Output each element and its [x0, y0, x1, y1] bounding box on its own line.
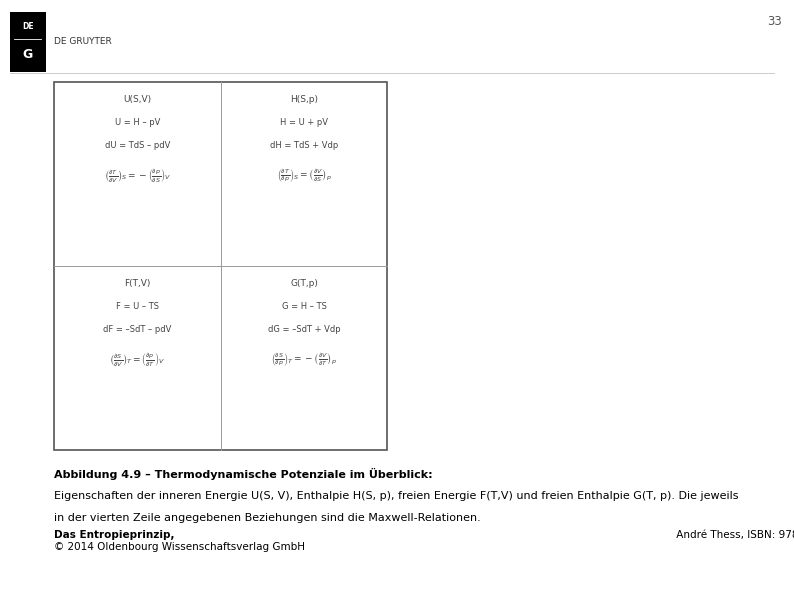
Text: $\left(\frac{\partial T}{\partial V}\right)_S = -\left(\frac{\partial p}{\partia: $\left(\frac{\partial T}{\partial V}\rig… — [104, 168, 171, 185]
Text: Abbildung 4.9 – Thermodynamische Potenziale im Überblick:: Abbildung 4.9 – Thermodynamische Potenzi… — [54, 468, 433, 480]
Text: G = H – TS: G = H – TS — [282, 302, 326, 311]
Text: $\left(\frac{\partial S}{\partial V}\right)_T = \left(\frac{\partial p}{\partial: $\left(\frac{\partial S}{\partial V}\rig… — [110, 352, 165, 370]
Text: $\left(\frac{\partial S}{\partial p}\right)_T = -\left(\frac{\partial V}{\partia: $\left(\frac{\partial S}{\partial p}\rig… — [271, 352, 337, 369]
Bar — [54, 82, 387, 450]
Text: Eigenschaften der inneren Energie U(S, V), Enthalpie H(S, p), freien Energie F(T: Eigenschaften der inneren Energie U(S, V… — [54, 491, 738, 501]
Text: in der vierten Zeile angegebenen Beziehungen sind die Maxwell-Relationen.: in der vierten Zeile angegebenen Beziehu… — [54, 513, 480, 523]
Text: André Thess, ISBN: 978-3-486-76045-3: André Thess, ISBN: 978-3-486-76045-3 — [673, 530, 794, 540]
Text: dU = TdS – pdV: dU = TdS – pdV — [105, 141, 170, 150]
Text: dH = TdS + Vdp: dH = TdS + Vdp — [270, 141, 338, 150]
Text: G(T,p): G(T,p) — [290, 279, 318, 288]
Bar — [10, 12, 46, 72]
Text: DE: DE — [22, 22, 33, 32]
Text: F(T,V): F(T,V) — [124, 279, 151, 288]
Text: Das Entropieprinzip,: Das Entropieprinzip, — [54, 530, 175, 540]
Text: 33: 33 — [767, 15, 782, 28]
Text: DE GRUYTER: DE GRUYTER — [54, 37, 112, 46]
Text: dG = –SdT + Vdp: dG = –SdT + Vdp — [268, 325, 341, 334]
Text: $\left(\frac{\partial T}{\partial p}\right)_S = \left(\frac{\partial V}{\partial: $\left(\frac{\partial T}{\partial p}\rig… — [276, 168, 332, 185]
Text: F = U – TS: F = U – TS — [116, 302, 159, 311]
Text: U(S,V): U(S,V) — [123, 95, 152, 104]
Text: H(S,p): H(S,p) — [290, 95, 318, 104]
Text: G: G — [23, 48, 33, 61]
Text: © 2014 Oldenbourg Wissenschaftsverlag GmbH: © 2014 Oldenbourg Wissenschaftsverlag Gm… — [54, 542, 305, 552]
Text: dF = –SdT – pdV: dF = –SdT – pdV — [103, 325, 172, 334]
Text: U = H – pV: U = H – pV — [114, 118, 160, 127]
Text: H = U + pV: H = U + pV — [280, 118, 328, 127]
